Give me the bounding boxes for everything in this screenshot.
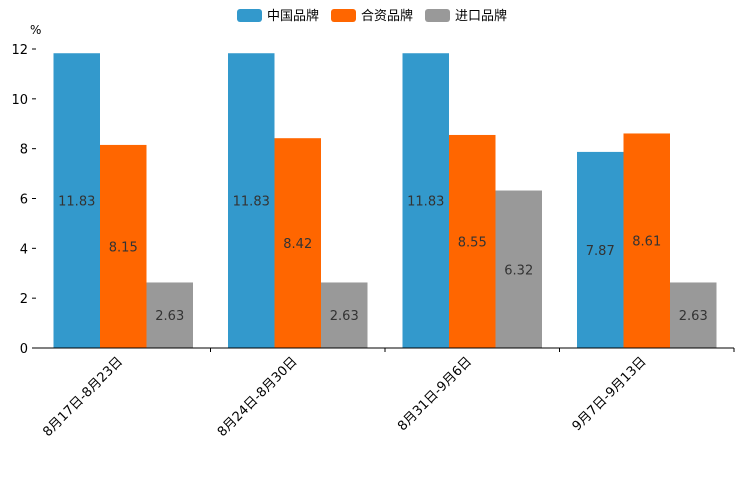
data-label: 8.15	[109, 240, 138, 255]
legend-label: 中国品牌	[267, 8, 319, 24]
legend-label: 合资品牌	[361, 8, 413, 24]
y-tick-label: 8	[20, 143, 28, 158]
y-tick-label: 4	[20, 242, 28, 257]
data-label: 2.63	[330, 309, 359, 324]
y-tick-label: 6	[20, 193, 28, 208]
y-tick-label: 2	[20, 292, 28, 307]
bar	[495, 190, 542, 348]
bar	[670, 282, 717, 348]
legend-swatch	[331, 9, 356, 22]
legend-label: 进口品牌	[455, 8, 507, 24]
bar	[449, 134, 496, 348]
data-label: 2.63	[679, 309, 708, 324]
legend: 中国品牌 合资品牌 进口品牌	[237, 8, 507, 24]
x-tick-label: 8月24日-8月30日	[215, 354, 301, 440]
bar	[623, 133, 670, 348]
bar	[228, 53, 275, 348]
y-axis-unit-label: %	[30, 23, 41, 37]
data-label: 11.83	[233, 195, 270, 210]
y-tick-label: 12	[11, 43, 28, 58]
data-label: 6.32	[504, 263, 533, 278]
legend-swatch	[425, 9, 450, 22]
bar	[146, 282, 193, 348]
data-label: 8.61	[632, 235, 661, 250]
bar	[402, 53, 449, 348]
x-tick-label: 8月17日-8月23日	[40, 354, 126, 440]
x-tick-label: 9月7日-9月13日	[570, 354, 650, 434]
y-axis: 0 2 4 6 8 10 12	[11, 43, 36, 357]
x-axis: 8月17日-8月23日 8月24日-8月30日 8月31日-9月6日 9月7日-9月1…	[36, 347, 735, 440]
data-label: 11.83	[58, 195, 95, 210]
data-label: 2.63	[155, 309, 184, 324]
data-label: 8.42	[283, 237, 312, 252]
bar	[100, 144, 147, 348]
data-label: 8.55	[458, 235, 487, 250]
legend-swatch	[237, 9, 262, 22]
bar	[53, 53, 100, 348]
y-tick-label: 10	[11, 93, 28, 108]
y-tick-label: 0	[20, 342, 28, 357]
bar	[274, 138, 321, 348]
bar	[321, 282, 368, 348]
bar	[577, 151, 624, 348]
x-tick-label: 8月31日-9月6日	[395, 354, 475, 434]
bars: 11.83 8.15 2.63 11.83 8.42 2.63 11.83 8.55 6.32 7…	[53, 53, 717, 348]
data-label: 7.87	[586, 244, 615, 259]
data-label: 11.83	[407, 195, 444, 210]
